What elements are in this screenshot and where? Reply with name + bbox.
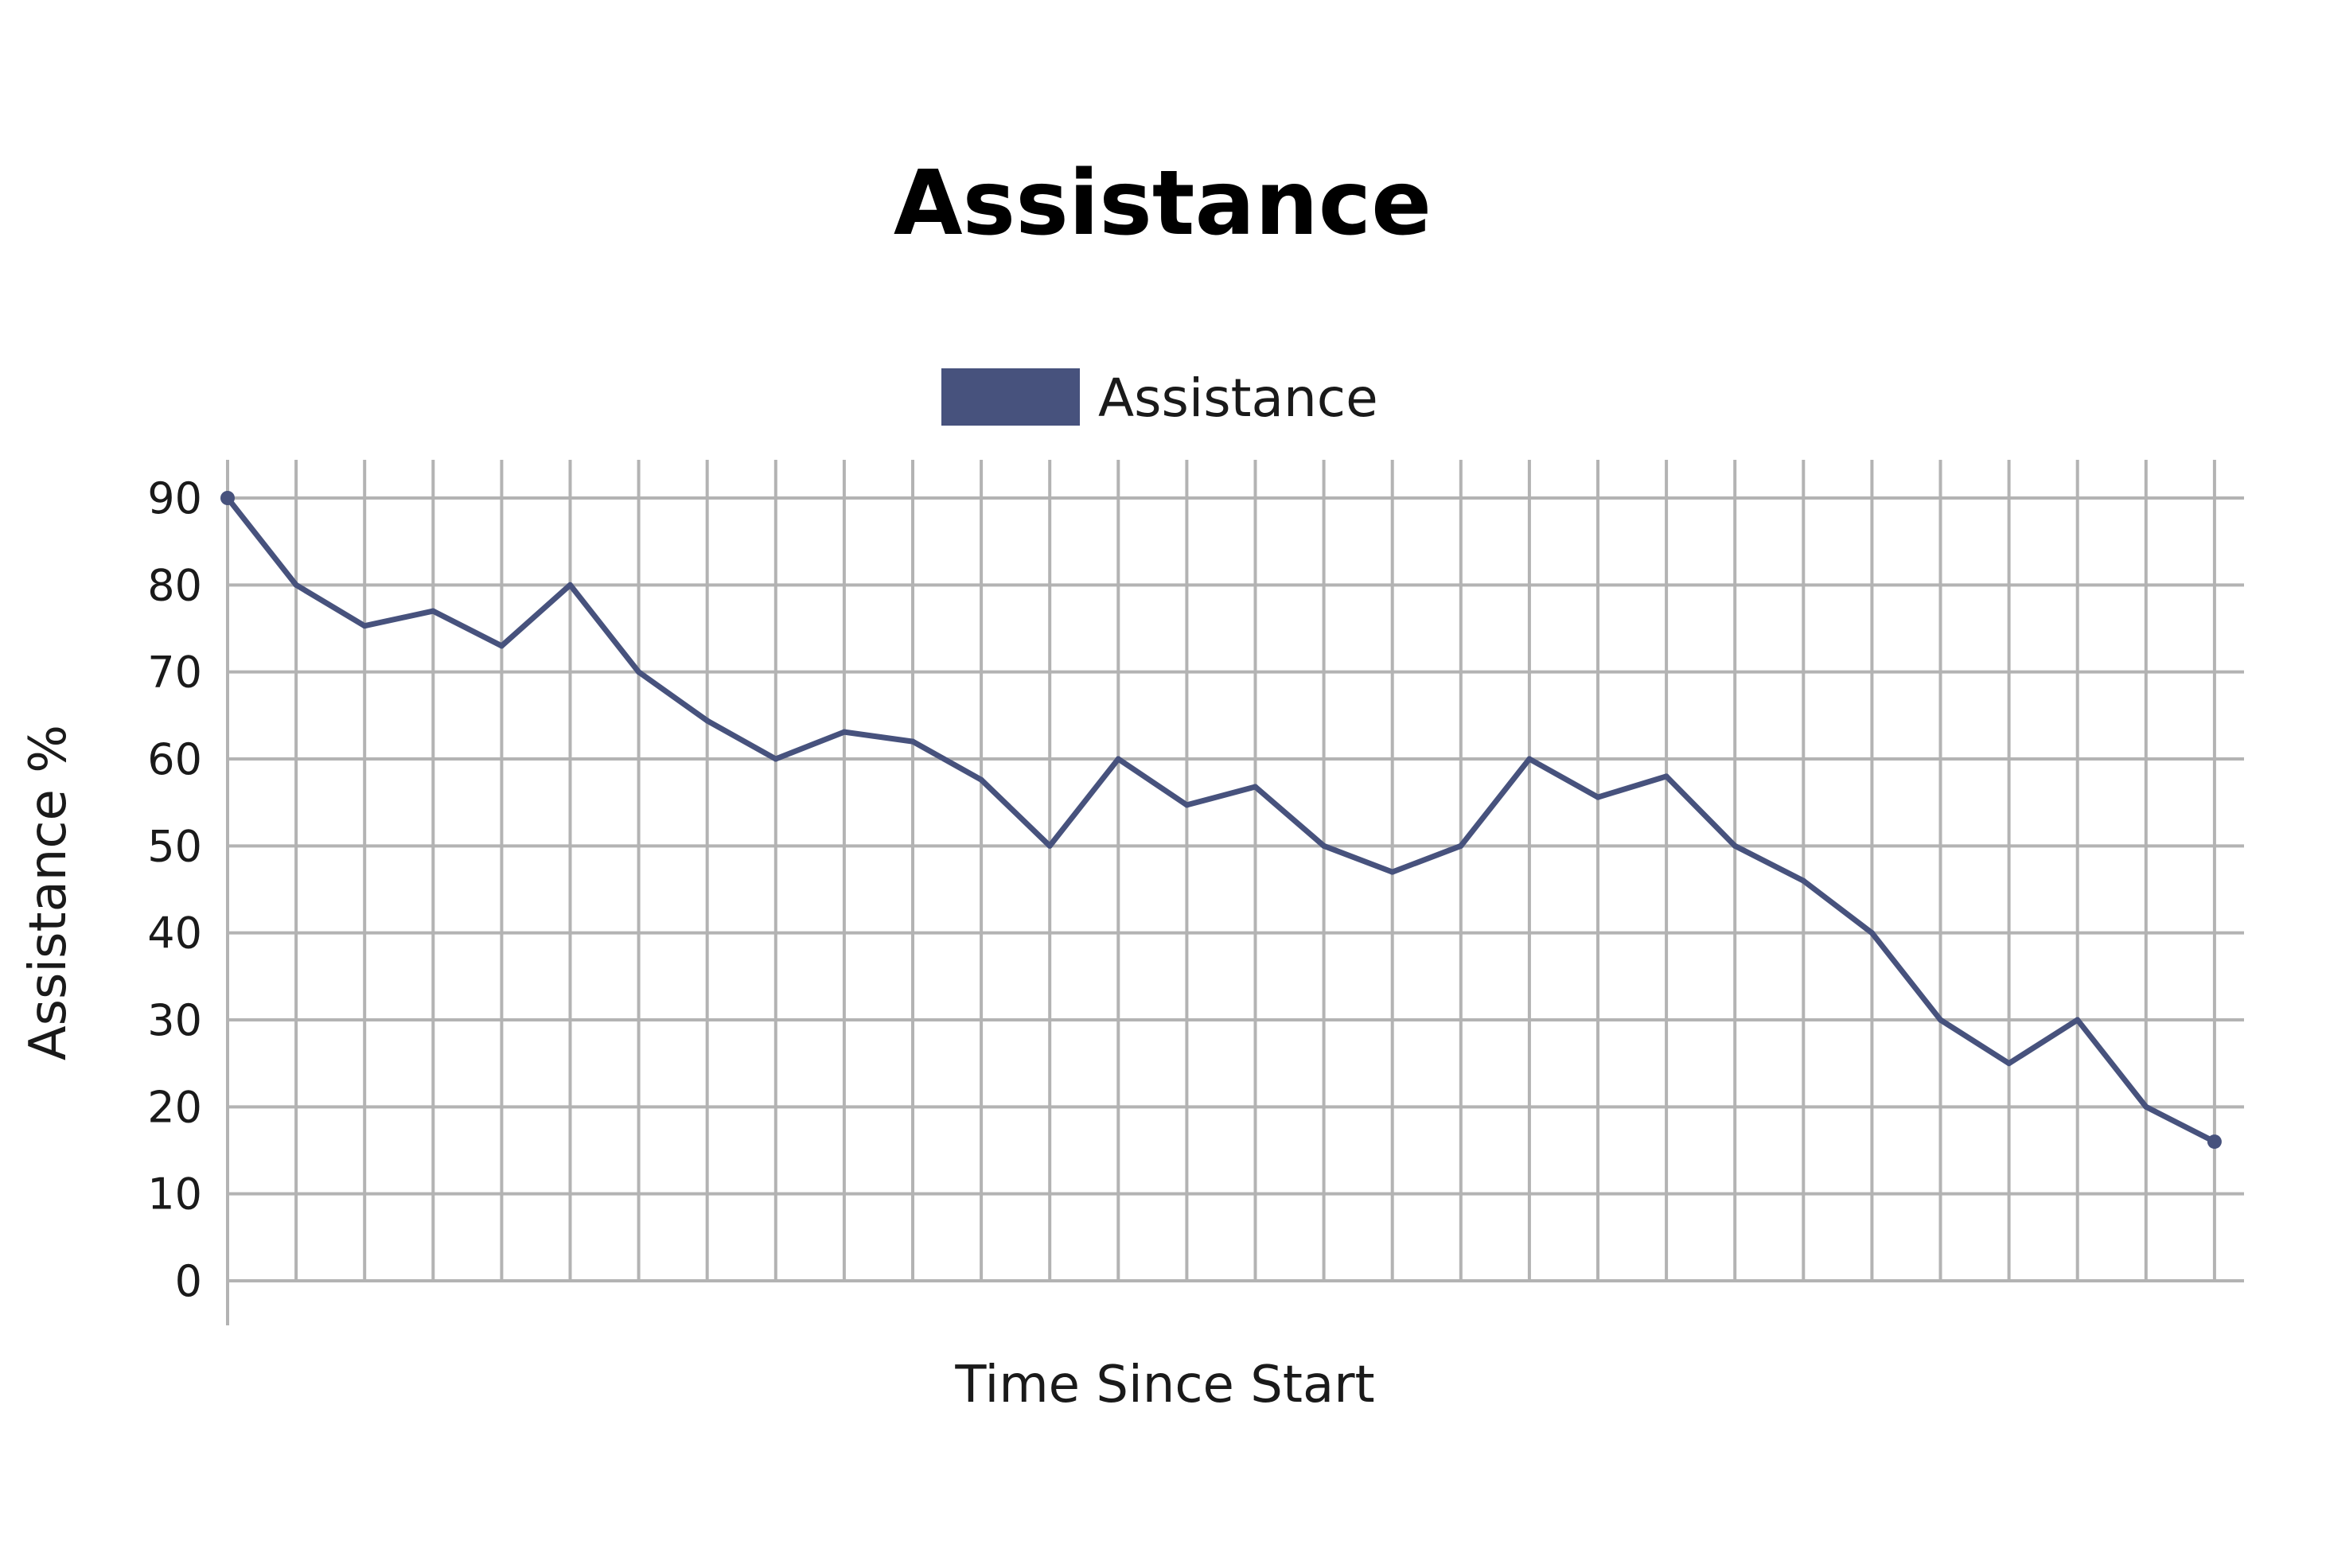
legend: Assistance bbox=[941, 368, 1378, 429]
y-tick-label: 50 bbox=[147, 821, 202, 871]
data-point bbox=[1321, 842, 1327, 849]
y-axis-title: Assistance % bbox=[19, 725, 78, 1060]
data-point bbox=[2143, 1103, 2149, 1110]
data-point bbox=[498, 643, 505, 649]
data-point bbox=[910, 738, 916, 745]
data-point bbox=[2006, 1060, 2012, 1067]
data-point bbox=[293, 582, 299, 588]
y-tick-label: 90 bbox=[147, 473, 202, 523]
data-point bbox=[978, 776, 984, 783]
data-point bbox=[1389, 869, 1396, 875]
data-point bbox=[1458, 842, 1464, 849]
data-point bbox=[361, 623, 368, 629]
data-point bbox=[567, 582, 573, 588]
x-axis-title: Time Since Start bbox=[954, 1356, 1374, 1414]
data-point bbox=[2207, 1134, 2222, 1150]
data-point bbox=[636, 669, 642, 675]
y-tick-label: 0 bbox=[175, 1256, 202, 1306]
data-point bbox=[430, 608, 436, 614]
data-point bbox=[1800, 877, 1806, 884]
data-point bbox=[841, 729, 847, 735]
series-line-assistance bbox=[224, 495, 2218, 1145]
data-point bbox=[1183, 802, 1190, 808]
y-tick-label: 30 bbox=[147, 995, 202, 1045]
y-tick-label: 20 bbox=[147, 1082, 202, 1132]
data-point bbox=[1526, 756, 1533, 762]
data-point bbox=[2075, 1017, 2081, 1023]
data-point bbox=[1663, 773, 1669, 780]
data-point bbox=[1868, 930, 1875, 936]
y-tick-label: 60 bbox=[147, 734, 202, 784]
chart-title: Assistance bbox=[894, 152, 1432, 255]
y-tick-label: 10 bbox=[147, 1169, 202, 1220]
data-point bbox=[704, 718, 711, 724]
y-tick-label: 80 bbox=[147, 560, 202, 610]
series-layer bbox=[220, 491, 2222, 1150]
data-point bbox=[220, 491, 235, 505]
data-point bbox=[1732, 842, 1738, 849]
grid bbox=[226, 460, 2244, 1282]
data-point bbox=[1595, 794, 1601, 800]
y-tick-label: 40 bbox=[147, 909, 202, 959]
data-point bbox=[1253, 784, 1258, 790]
legend-label: Assistance bbox=[1098, 368, 1378, 429]
data-point bbox=[1938, 1017, 1943, 1023]
y-axis-tick-labels: 0 10 20 30 40 50 60 70 80 90 bbox=[147, 473, 202, 1306]
data-point bbox=[1115, 756, 1121, 762]
data-point bbox=[1046, 842, 1053, 849]
legend-swatch bbox=[941, 368, 1080, 426]
data-point bbox=[773, 756, 779, 762]
y-tick-label: 70 bbox=[147, 648, 202, 698]
